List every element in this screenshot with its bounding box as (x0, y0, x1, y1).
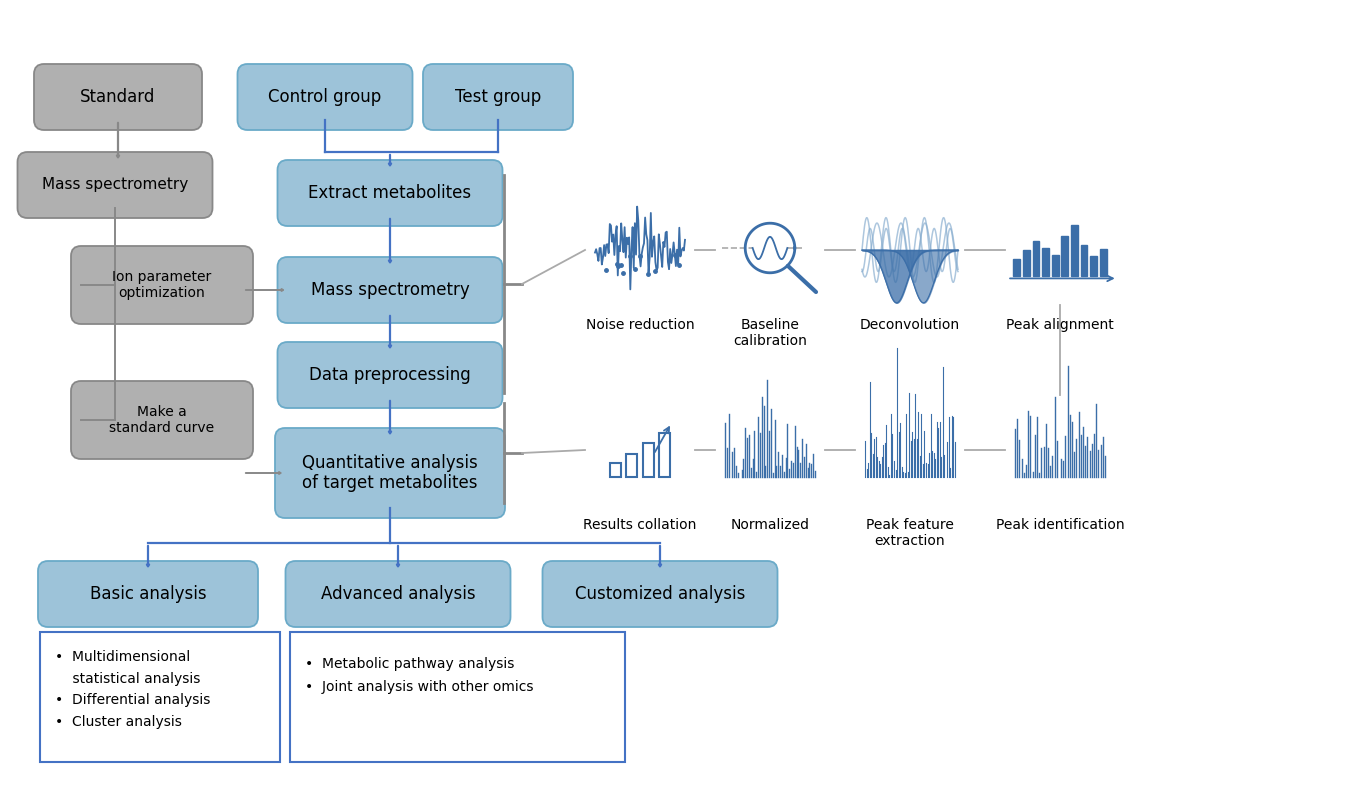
Bar (626, 454, 637, 477)
FancyBboxPatch shape (18, 152, 212, 218)
FancyBboxPatch shape (542, 561, 777, 627)
Text: Peak identification: Peak identification (996, 518, 1124, 532)
Text: •  Multidimensional
    statistical analysis
•  Differential analysis
•  Cluster: • Multidimensional statistical analysis … (54, 650, 211, 729)
Bar (1071, 225, 1078, 276)
Bar (289, 632, 625, 762)
Bar (1099, 248, 1106, 276)
FancyBboxPatch shape (71, 381, 253, 459)
Bar (643, 443, 654, 477)
Text: Advanced analysis: Advanced analysis (321, 585, 476, 603)
FancyBboxPatch shape (34, 64, 202, 130)
FancyBboxPatch shape (277, 160, 503, 226)
Bar (1014, 259, 1021, 276)
Bar (1033, 240, 1040, 276)
FancyBboxPatch shape (238, 64, 413, 130)
Text: Make a
standard curve: Make a standard curve (110, 405, 215, 435)
FancyBboxPatch shape (423, 64, 573, 130)
Text: Baseline
calibration: Baseline calibration (733, 318, 807, 348)
Bar (1042, 248, 1049, 276)
Text: Quantitative analysis
of target metabolites: Quantitative analysis of target metaboli… (302, 454, 478, 492)
Text: •  Metabolic pathway analysis
•  Joint analysis with other omics: • Metabolic pathway analysis • Joint ana… (304, 657, 534, 694)
Text: Standard: Standard (80, 88, 156, 106)
FancyBboxPatch shape (285, 561, 511, 627)
Bar (659, 433, 670, 477)
FancyBboxPatch shape (38, 561, 258, 627)
Text: Extract metabolites: Extract metabolites (308, 184, 472, 202)
Bar (1080, 244, 1087, 276)
Text: Noise reduction: Noise reduction (586, 318, 694, 332)
Text: Ion parameter
optimization: Ion parameter optimization (113, 270, 212, 300)
Text: Peak alignment: Peak alignment (1006, 318, 1114, 332)
Text: Peak feature
extraction: Peak feature extraction (866, 518, 954, 548)
Text: Customized analysis: Customized analysis (575, 585, 745, 603)
Text: Normalized: Normalized (731, 518, 810, 532)
Bar (610, 463, 621, 477)
Bar (1023, 250, 1030, 276)
Text: Mass spectrometry: Mass spectrometry (42, 177, 188, 193)
Bar (1090, 256, 1097, 276)
Text: Deconvolution: Deconvolution (860, 318, 959, 332)
FancyBboxPatch shape (277, 342, 503, 408)
FancyBboxPatch shape (277, 257, 503, 323)
Text: Mass spectrometry: Mass spectrometry (311, 281, 469, 299)
Text: Results collation: Results collation (583, 518, 697, 532)
Bar (39, 632, 280, 762)
Text: Basic analysis: Basic analysis (90, 585, 207, 603)
Bar (1052, 255, 1059, 276)
Text: Test group: Test group (455, 88, 541, 106)
Bar (1061, 236, 1068, 276)
Text: Data preprocessing: Data preprocessing (308, 366, 470, 384)
FancyBboxPatch shape (71, 246, 253, 324)
Text: Control group: Control group (268, 88, 382, 106)
FancyBboxPatch shape (275, 428, 506, 518)
